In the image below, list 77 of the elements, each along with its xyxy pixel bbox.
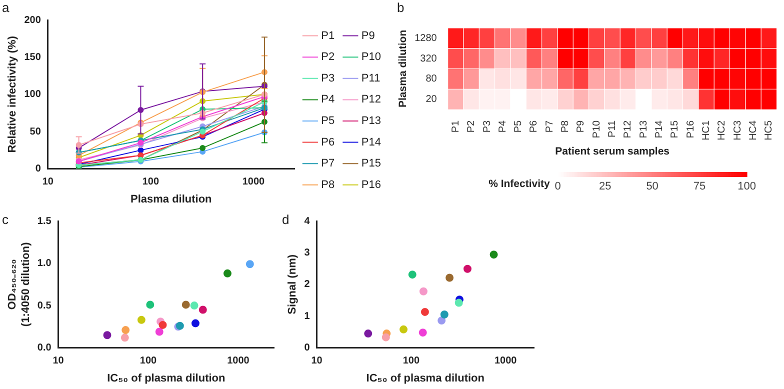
y-tick-label: 100 <box>24 89 42 100</box>
x-tick-label: 1000 <box>494 356 518 367</box>
legend-label: P12 <box>361 94 382 106</box>
y-tick-label: 1 <box>304 310 310 322</box>
legend-label: P4 <box>321 94 335 106</box>
x-tick-label: 10 <box>311 356 323 367</box>
x-tick-label: P16 <box>685 120 696 138</box>
x-tick-label: 100 <box>140 356 158 367</box>
text: d <box>282 212 290 227</box>
x-tick-label: P3 <box>482 120 493 133</box>
legend-label: P10 <box>361 51 382 64</box>
x-tick-label: 10 <box>52 356 64 367</box>
y-tick-label: 320 <box>420 53 438 64</box>
x-tick-label: P9 <box>576 120 587 133</box>
x-tick-label: P10 <box>591 120 602 138</box>
x-tick-label: P2 <box>466 120 478 133</box>
y-tick-label: 0.5 <box>37 300 52 312</box>
x-tick-label: P11 <box>607 120 618 138</box>
x-tick-label: P6 <box>528 120 540 133</box>
y-tick-label: 150 <box>24 52 42 63</box>
x-tick-label: P4 <box>497 120 508 133</box>
color-bar-label: 25 <box>598 180 612 193</box>
legend-label: P14 <box>361 136 382 148</box>
x-axis-title: Patient serum samples <box>555 146 670 158</box>
legend-label: P9 <box>361 30 375 42</box>
color-bar-label: 50 <box>646 180 658 193</box>
text: c <box>2 212 8 227</box>
y-axis-title: Plasma dilution <box>397 30 410 108</box>
legend-label: P11 <box>361 72 380 84</box>
x-tick-label: HC5 <box>764 120 775 140</box>
legend-label: P6 <box>321 136 335 148</box>
y-axis-title: Relative infectivity (%) <box>6 36 19 153</box>
x-tick-label: P5 <box>513 120 524 133</box>
y-tick-label: 200 <box>24 14 42 26</box>
text: a <box>2 0 10 15</box>
y-tick-label: 3 <box>304 247 310 258</box>
x-axis-title: IC₅₀ of plasma dilution <box>107 372 226 384</box>
x-tick-label: HC3 <box>732 120 744 140</box>
y-tick-label: 50 <box>30 126 42 138</box>
x-tick-label: HC1 <box>701 120 712 140</box>
x-tick-label: HC2 <box>716 120 728 140</box>
x-tick-label: 1000 <box>242 176 266 188</box>
x-tick-label: P14 <box>654 120 666 138</box>
legend-label: P1 <box>321 30 335 42</box>
y-tick-label: 1.0 <box>37 258 52 270</box>
x-tick-label: P12 <box>622 120 634 138</box>
legend-label: P3 <box>321 72 335 84</box>
x-tick-label: P7 <box>544 120 556 133</box>
y-axis-title: Signal (nm) <box>286 254 299 314</box>
x-tick-label: 1000 <box>227 356 250 367</box>
x-axis-title: IC₅₀ of plasma dilution <box>366 372 485 384</box>
x-tick-label: HC4 <box>748 120 760 140</box>
color-bar-title: % Infectivity <box>488 178 550 190</box>
x-tick-label: P15 <box>670 120 681 138</box>
y-axis-title: OD₄₅₀₋₆₂₀ (1:4050 dilution) <box>6 242 32 327</box>
y-tick-label: 1.5 <box>37 216 52 227</box>
color-bar-label: 75 <box>693 180 706 193</box>
x-tick-label: P13 <box>638 120 650 138</box>
x-tick-label: P8 <box>560 120 572 133</box>
y-tick-label: 0 <box>304 342 310 354</box>
text: b <box>397 0 404 15</box>
y-tick-label: 4 <box>304 216 310 227</box>
x-tick-label: 100 <box>402 356 420 367</box>
color-bar-label: 0 <box>554 180 561 193</box>
y-tick-label: 2 <box>304 279 310 290</box>
x-axis-title: Plasma dilution <box>130 193 212 206</box>
y-tick-label: 1280 <box>414 32 438 44</box>
y-tick-label: 0 <box>35 164 42 175</box>
legend-label: P7 <box>321 158 335 170</box>
x-tick-label: P1 <box>450 120 462 133</box>
x-tick-label: 10 <box>42 176 54 188</box>
y-tick-label: 0.0 <box>37 342 52 354</box>
legend-label: P2 <box>321 51 335 64</box>
y-tick-label: 20 <box>426 94 438 105</box>
legend-label: P15 <box>361 158 382 170</box>
y-tick-label: 80 <box>426 74 438 85</box>
x-tick-label: 100 <box>142 176 160 188</box>
